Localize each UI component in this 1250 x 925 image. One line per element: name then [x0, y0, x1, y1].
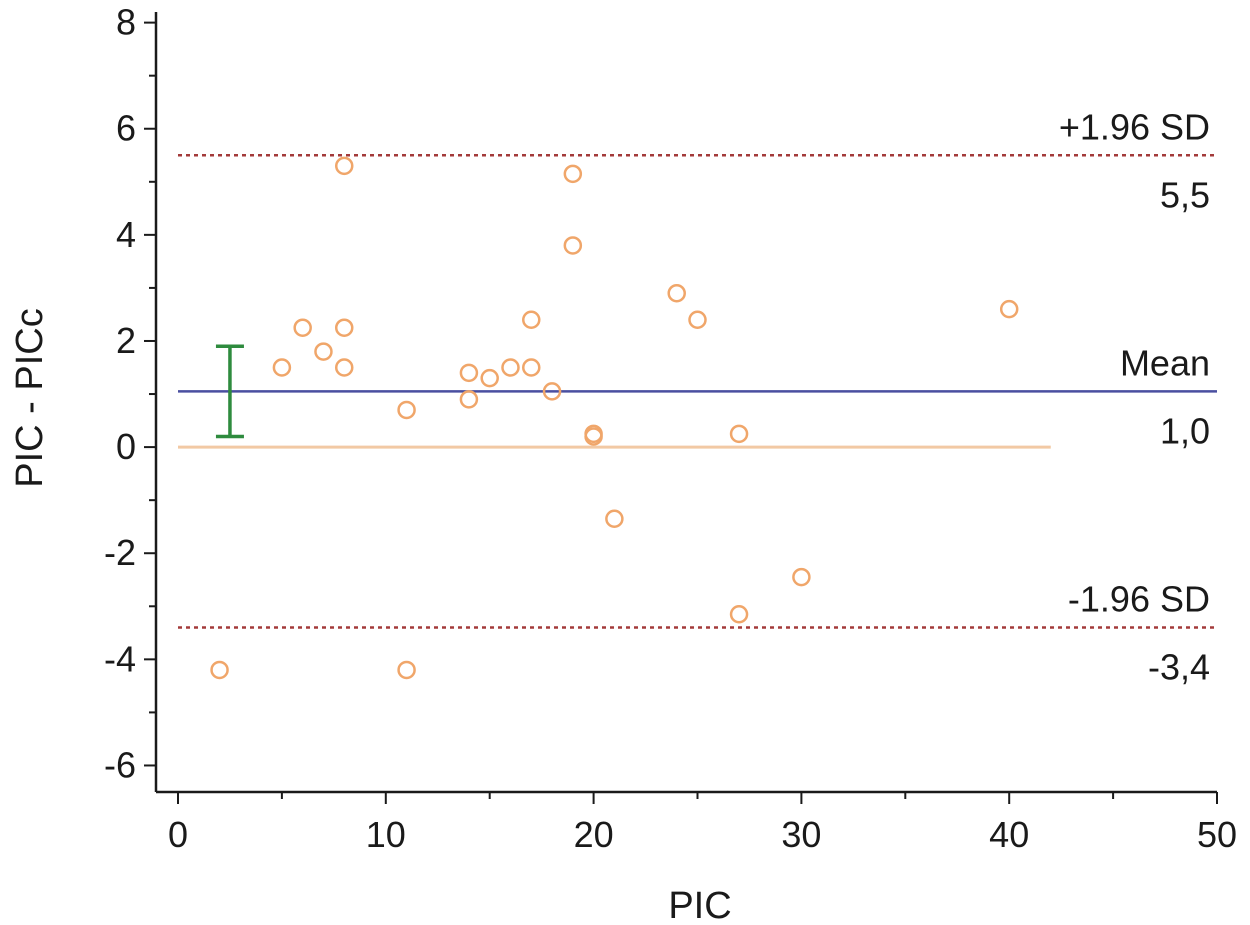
x-axis-title: PIC: [668, 885, 731, 925]
data-point: [397, 660, 416, 680]
data-point: [563, 164, 583, 184]
data-point: [334, 358, 354, 377]
labels: PIC PIC - PICc: [9, 308, 732, 925]
y-tick-label: -2: [104, 532, 136, 573]
data-point: [584, 427, 603, 446]
data-point: [293, 318, 312, 337]
data-point: [210, 660, 229, 680]
data-point: [272, 358, 292, 377]
data-point: [334, 156, 354, 176]
y-tick-label: 4: [116, 214, 136, 255]
data-point: [667, 283, 686, 303]
mean-value-label: 1,0: [1160, 410, 1210, 451]
y-tick-label: -4: [104, 638, 136, 679]
data-point: [480, 368, 499, 388]
data-point: [314, 342, 333, 361]
data-point: [563, 236, 583, 255]
y-tick-label: 8: [116, 2, 136, 43]
lower-loa-value-label: -3,4: [1148, 647, 1210, 688]
data-point: [334, 318, 354, 337]
data-point: [501, 358, 520, 377]
x-tick-label: 40: [989, 814, 1029, 855]
data-point: [688, 310, 707, 330]
lower-loa-name-label: -1.96 SD: [1068, 579, 1210, 620]
data-point: [729, 604, 749, 624]
x-tick-label: 10: [366, 814, 406, 855]
upper-loa-name-label: +1.96 SD: [1059, 106, 1210, 147]
data-points: [210, 156, 1019, 680]
axes: -6 -4 -2 0 2 4 6 8 0 10 20 30 40 50: [104, 2, 1237, 855]
x-tick-label: 50: [1197, 814, 1237, 855]
x-tick-label: 20: [574, 814, 614, 855]
data-point: [522, 358, 541, 377]
data-point: [999, 299, 1019, 319]
data-point: [542, 382, 562, 401]
x-tick-label: 0: [168, 814, 188, 855]
y-tick-label: 2: [116, 320, 136, 361]
data-point: [605, 509, 624, 528]
x-tick-label: 30: [781, 814, 821, 855]
data-point: [729, 424, 749, 444]
data-point: [792, 567, 811, 587]
reference-lines: +1.96 SD 5,5 Mean 1,0 -1.96 SD -3,4: [178, 106, 1217, 688]
data-point: [397, 400, 416, 420]
mean-confidence-interval: [215, 344, 244, 439]
y-tick-label: -6: [104, 744, 136, 785]
y-tick-label: 0: [116, 426, 136, 467]
data-point: [459, 390, 479, 409]
y-axis-title: PIC - PICc: [9, 308, 51, 487]
data-point: [522, 310, 541, 330]
data-point: [459, 363, 479, 383]
y-tick-label: 6: [116, 108, 136, 149]
upper-loa-value-label: 5,5: [1160, 174, 1210, 215]
mean-name-label: Mean: [1120, 342, 1210, 383]
